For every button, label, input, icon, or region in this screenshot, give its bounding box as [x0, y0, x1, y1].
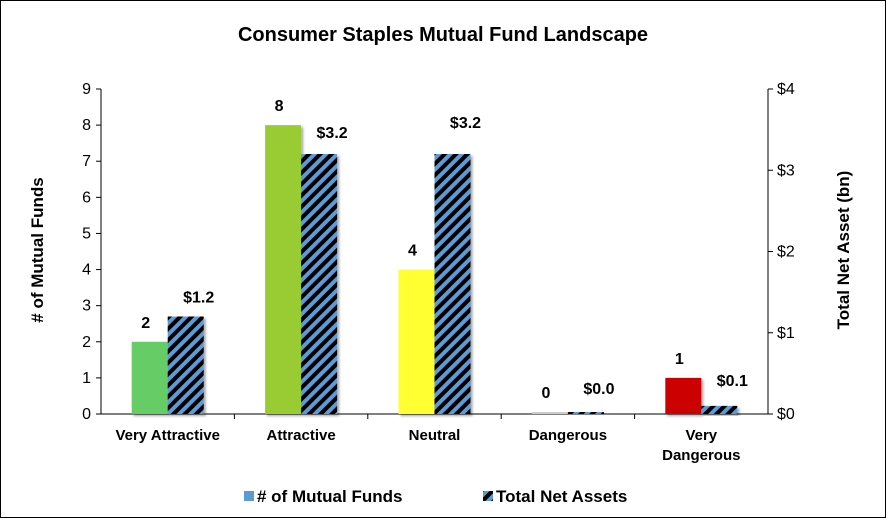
- x-tick-label: Attractive: [266, 427, 335, 444]
- legend-swatch-funds: [244, 491, 254, 501]
- data-label-funds: 0: [541, 385, 550, 402]
- bar-assets: [701, 405, 738, 414]
- legend: # of Mutual Funds Total Net Assets: [244, 487, 627, 506]
- data-label-funds: 4: [408, 243, 417, 260]
- data-label-assets: $1.2: [183, 290, 214, 307]
- data-label-assets: $3.2: [450, 115, 481, 132]
- bar-assets: [434, 154, 471, 414]
- data-label-funds: 1: [675, 351, 684, 368]
- bar-funds: [398, 269, 435, 414]
- bar-assets: [301, 154, 338, 414]
- y2-tick-label: $4: [777, 81, 795, 98]
- y-tick-label: 5: [82, 225, 91, 242]
- x-tick-label: Very Attractive: [115, 427, 220, 444]
- bar-funds: [131, 341, 168, 414]
- x-tick-label: Dangerous: [529, 427, 607, 444]
- x-tick-label: Very: [685, 427, 717, 444]
- bar-funds: [665, 377, 702, 414]
- y2-tick-label: $0: [777, 406, 795, 423]
- y-tick-label: 7: [82, 153, 91, 170]
- data-label-assets: $0.1: [717, 373, 748, 390]
- x-tick-label: Dangerous: [662, 447, 740, 464]
- y-axis-label: # of Mutual Funds: [28, 177, 47, 322]
- data-label-assets: $0.0: [583, 381, 614, 398]
- y-tick-label: 2: [82, 334, 91, 351]
- legend-label-funds: # of Mutual Funds: [257, 487, 402, 506]
- data-label-assets: $3.2: [317, 125, 348, 142]
- chart-title: Consumer Staples Mutual Fund Landscape: [238, 24, 648, 46]
- legend-label-assets: Total Net Assets: [496, 487, 627, 506]
- y-tick-label: 1: [82, 370, 91, 387]
- x-tick-label: Neutral: [409, 427, 461, 444]
- y2-tick-label: $1: [777, 325, 795, 342]
- y-tick-label: 6: [82, 189, 91, 206]
- bar-assets: [567, 412, 604, 414]
- y2-tick-label: $2: [777, 244, 795, 261]
- y2-tick-label: $3: [777, 162, 795, 179]
- bar-funds: [265, 125, 302, 414]
- y-tick-label: 0: [82, 406, 91, 423]
- y2-axis-label: Total Net Asset (bn): [834, 171, 853, 330]
- legend-swatch-assets: [483, 491, 493, 501]
- data-label-funds: 8: [275, 98, 284, 115]
- y-tick-label: 9: [82, 81, 91, 98]
- data-label-funds: 2: [141, 315, 150, 332]
- plot-area: 0 1 2 3 4 5 6 7 8 9 $0 $1 $2 $3 $4 2 $1.2 Very Attractive…: [82, 81, 795, 464]
- y-tick-label: 8: [82, 117, 91, 134]
- bar-assets: [167, 316, 204, 414]
- y-tick-label: 4: [82, 262, 91, 279]
- bar-funds: [531, 412, 568, 414]
- y-tick-label: 3: [82, 298, 91, 315]
